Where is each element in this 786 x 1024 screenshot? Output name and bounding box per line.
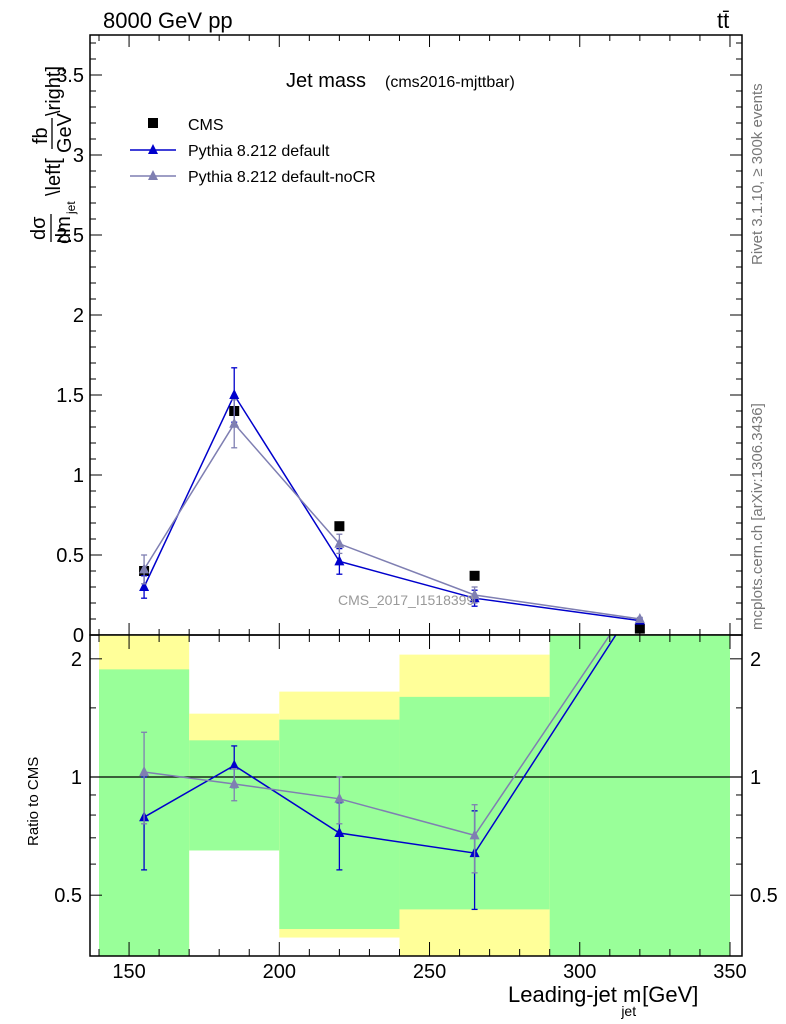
svg-text:jet: jet [64,201,78,215]
main-title: Jet mass [286,70,366,92]
y-tick-label: 0.5 [56,545,84,567]
y-tick-label: 2.5 [56,225,84,247]
mcplots-credit: mcplots.cern.ch [arXiv:1306.3436] [749,403,766,630]
legend-label-nocr: Pythia 8.212 default-noCR [188,169,376,186]
ratio-point-pythia-8-212-default [334,827,345,838]
svg-text:GeV: GeV [54,112,76,153]
ratio-point-pythia-8-212-default-nocr [334,792,345,803]
legend-marker-default [148,144,158,154]
ratio-point-pythia-8-212-default-nocr [139,765,150,776]
svg-text:dσ: dσ [28,216,50,240]
data-point-pythia-8-212-default-nocr [334,537,345,548]
ratio-y-tick-label: 2 [71,649,82,671]
legend-label-default: Pythia 8.212 default [188,143,330,160]
legend-marker-cms [148,118,158,128]
ratio-y-tick-label: 0.5 [54,885,82,907]
uncertainty-band-green [549,635,730,956]
rivet-version-note: Rivet 3.1.10, ≥ 300k events [749,83,766,265]
legend: CMS Pythia 8.212 default Pythia 8.212 de… [130,117,376,186]
ratio-point-pythia-8-212-default-nocr [229,777,240,788]
ratio-y-axis: 0.5 0.5 1 1 2 2 [54,649,778,907]
x-tick-label: 150 [112,961,145,983]
data-point-pythia-8-212-default [229,389,240,399]
data-point-pythia-8-212-default-nocr [229,417,240,428]
analysis-watermark: CMS_2017_I1518399 [338,592,474,608]
x-axis: 150 200 250 300 350 [98,635,747,983]
y-tick-label: 0 [73,625,84,647]
main-y-axis-label: dσ dm jet \left[ fb GeV \right] [28,66,78,244]
ratio-series-group [90,635,742,956]
main-plot-area [139,367,645,634]
ratio-y-tick-label-right: 1 [750,767,761,789]
data-point-pythia-8-212-default-nocr [634,613,645,623]
ratio-point-pythia-8-212-default-nocr [469,829,480,840]
main-y-axis: 0 0.5 1 1.5 2 2.5 3 3.5 [56,35,742,647]
main-subtitle: (cms2016-mjttbar) [385,74,515,91]
svg-text:\right]: \right] [43,66,65,116]
ratio-y-tick-label-right: 2 [750,649,761,671]
x-axis-label: Leading-jet m jet[GeV] [508,982,698,1019]
data-point-cms [469,570,480,581]
y-tick-label: 1 [73,465,84,487]
ratio-point-pythia-8-212-default [229,759,240,770]
svg-text:\left[: \left[ [43,158,65,196]
energy-label: 8000 GeV pp [103,8,233,33]
svg-text:fb: fb [30,127,52,144]
x-tick-label: 250 [413,961,446,983]
data-point-pythia-8-212-default [334,555,345,566]
svg-text:dm: dm [53,216,75,244]
x-tick-label: 200 [263,961,296,983]
series-line-pythia-8-212-default-nocr [143,422,640,620]
main-panel: 0 0.5 1 1.5 2 2.5 3 3.5 Jet mass (cms2016-mjttb… [28,34,743,647]
y-tick-label: 3 [73,145,84,167]
legend-label-cms: CMS [188,117,224,134]
main-series-group [139,367,645,634]
y-tick-label: 1.5 [56,385,84,407]
ratio-plot-area [90,635,742,956]
legend-marker-nocr [148,170,158,180]
ratio-y-tick-label-right: 0.5 [750,885,778,907]
data-point-pythia-8-212-default-nocr [469,589,480,599]
process-label: tt̄ [717,8,729,33]
x-tick-label: 300 [563,961,596,983]
data-point-pythia-8-212-default-nocr [139,563,150,574]
ratio-y-tick-label: 1 [71,767,82,789]
data-point-pythia-8-212-default [139,581,150,591]
x-tick-label: 350 [713,961,746,983]
ratio-y-axis-label: Ratio to CMS [25,757,42,846]
ratio-panel: 0.5 0.51 12 2 150 200 250 300 350 Ratio to CMS … [25,634,778,1019]
data-point-cms [634,623,645,634]
y-tick-label: 2 [73,305,84,327]
ratio-plot-frame [89,634,743,957]
y-tick-label: 3.5 [56,65,84,87]
data-point-cms [334,521,345,532]
series-line-pythia-8-212-default [143,393,640,622]
